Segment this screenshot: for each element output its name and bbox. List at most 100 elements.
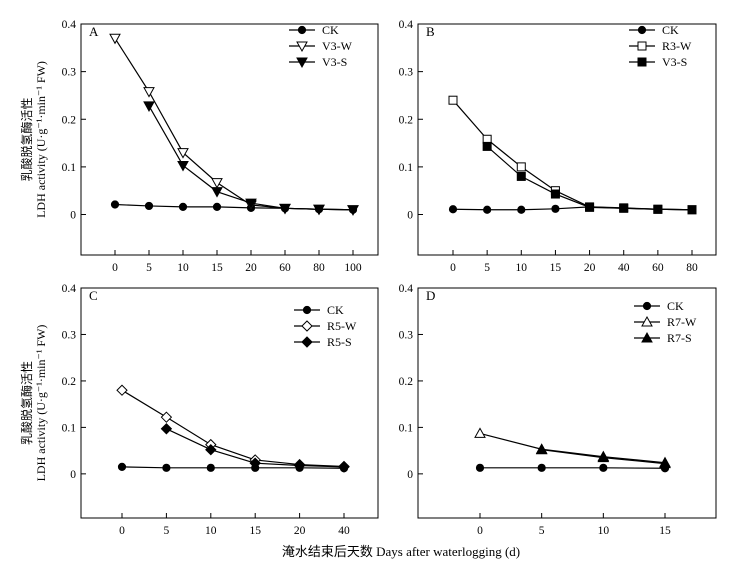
y-axis-label-cn: 乳酸脱氢酶活性	[19, 97, 34, 181]
data-point	[475, 463, 485, 472]
y-tick-label: 0.1	[62, 162, 77, 174]
y-axis-label-cn: 乳酸脱氢酶活性	[19, 361, 34, 445]
legend-label: R5-W	[327, 319, 357, 333]
y-tick-label: 0	[70, 210, 76, 222]
y-tick-label: 0	[407, 210, 413, 222]
data-point	[659, 457, 671, 469]
data-point	[143, 101, 155, 112]
series-r5-w	[116, 384, 350, 473]
data-point	[160, 423, 173, 435]
data-point	[448, 95, 458, 105]
legend-marker	[302, 305, 312, 315]
x-tick-label: 15	[550, 262, 562, 274]
plot-frame	[80, 287, 379, 519]
series-r7-s	[535, 443, 671, 469]
data-point	[177, 160, 189, 172]
data-point	[144, 201, 154, 211]
y-tick-label: 0.3	[62, 67, 77, 79]
data-point	[162, 463, 171, 472]
x-tick-label: 5	[146, 262, 152, 274]
x-tick-label: 5	[484, 262, 490, 274]
series-line	[148, 105, 354, 211]
legend-label: R5-S	[327, 335, 352, 349]
x-tick-label: 10	[598, 525, 610, 537]
data-point	[535, 443, 548, 455]
y-tick-label: 0	[70, 469, 76, 481]
series-r5-s	[160, 423, 350, 473]
data-point	[474, 427, 486, 438]
series-line	[121, 466, 345, 469]
legend: CK V3-W V3-S	[289, 23, 353, 69]
series-line	[479, 432, 666, 464]
series-line	[114, 37, 354, 211]
y-tick-label: 0.4	[62, 283, 77, 295]
legend-marker	[641, 315, 653, 327]
data-point	[687, 205, 697, 215]
legend-marker	[637, 57, 647, 67]
x-tick-label: 10	[205, 525, 217, 537]
x-tick-label: 20	[584, 262, 596, 274]
plot-frame	[417, 287, 717, 519]
x-tick-label: 0	[450, 262, 456, 274]
panel-letter: D	[426, 288, 435, 303]
chart-panel-d: 0 0.1 0.2 0.3 0.4 0 5 10 15 D CK R7-W R7-S	[399, 283, 717, 537]
data-point	[619, 203, 629, 213]
y-tick-label: 0.4	[399, 19, 414, 31]
data-point	[143, 87, 155, 98]
legend-marker	[301, 336, 313, 348]
data-point	[516, 171, 526, 181]
x-tick-label: 0	[112, 262, 118, 274]
legend-label: V3-S	[322, 55, 347, 69]
data-point	[517, 205, 526, 214]
series-line	[121, 389, 345, 468]
series-ck	[475, 463, 670, 473]
y-axis-label-en: LDH activity (U·g⁻¹·min⁻¹ FW)	[34, 325, 48, 482]
y-axis-label-en: LDH activity (U·g⁻¹·min⁻¹ FW)	[34, 61, 48, 218]
legend-marker	[642, 301, 652, 311]
x-tick-label: 60	[279, 262, 291, 274]
data-point	[483, 205, 492, 214]
legend-label: R3-W	[662, 39, 692, 53]
legend-label: R7-W	[667, 315, 697, 329]
x-axis-label: 淹水结束后天数 Days after waterlogging (d)	[282, 544, 520, 559]
x-tick-label: 10	[177, 262, 189, 274]
y-tick-label: 0.2	[62, 376, 77, 388]
data-point	[212, 202, 222, 211]
x-tick-label: 5	[539, 525, 545, 537]
y-tick-label: 0.2	[399, 376, 414, 388]
data-point	[109, 33, 121, 45]
plot-frame	[80, 23, 379, 256]
data-point	[550, 189, 560, 199]
y-tick-label: 0.3	[399, 329, 414, 341]
y-tick-label: 0.1	[62, 422, 77, 434]
plot-frame	[417, 23, 717, 256]
data-point	[338, 461, 350, 473]
legend-marker	[637, 25, 647, 35]
data-point	[211, 187, 223, 198]
series-v3-w	[109, 33, 359, 216]
data-point	[206, 463, 215, 472]
panel-letter: B	[426, 24, 435, 39]
data-point	[177, 148, 189, 159]
legend-label: R7-S	[667, 331, 692, 345]
legend: CK R5-W R5-S	[294, 303, 357, 349]
y-tick-label: 0.3	[399, 67, 414, 79]
data-point	[482, 141, 492, 151]
legend: CK R7-W R7-S	[634, 299, 697, 345]
x-tick-label: 10	[516, 262, 528, 274]
x-tick-label: 0	[477, 525, 483, 537]
x-tick-label: 80	[686, 262, 698, 274]
data-point	[516, 162, 526, 172]
legend-label: CK	[662, 23, 679, 37]
data-point	[597, 451, 610, 463]
panel-letter: C	[89, 288, 98, 303]
chart-panel-b: 0 0.1 0.2 0.3 0.4 0 5 10 15 20 40 60 80 B CK R3-W V3-S	[399, 19, 717, 274]
data-point	[205, 443, 217, 456]
y-tick-label: 0	[407, 469, 413, 481]
data-point	[178, 202, 188, 211]
data-point	[585, 202, 595, 212]
legend-label: V3-W	[322, 39, 353, 53]
data-point	[347, 205, 359, 216]
y-tick-label: 0.1	[399, 162, 414, 174]
legend: CK R3-W V3-S	[629, 23, 692, 69]
